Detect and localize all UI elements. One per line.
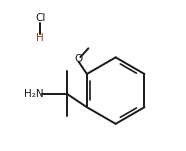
Text: Cl: Cl xyxy=(35,13,45,23)
Text: H₂N: H₂N xyxy=(24,89,43,99)
Text: O: O xyxy=(74,54,83,64)
Text: H: H xyxy=(36,33,44,43)
